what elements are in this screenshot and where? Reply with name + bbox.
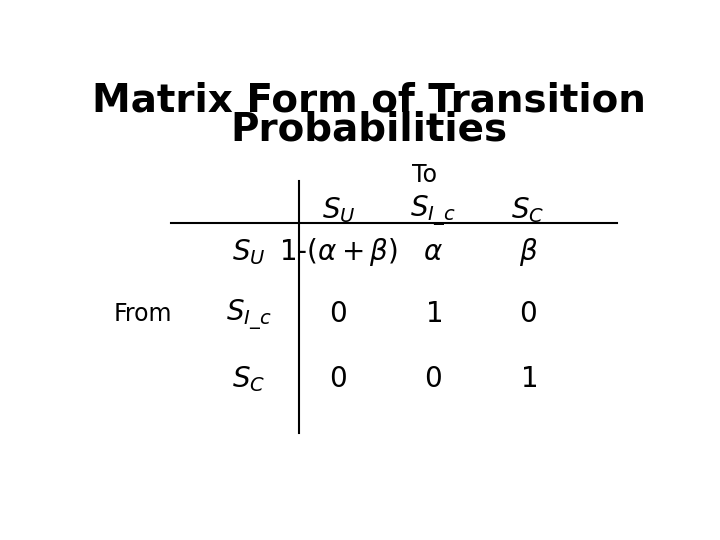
Text: $1\text{-}(\alpha+\beta)$: $1\text{-}(\alpha+\beta)$ bbox=[279, 236, 397, 268]
Text: Probabilities: Probabilities bbox=[230, 110, 508, 148]
Text: $\beta$: $\beta$ bbox=[518, 236, 537, 268]
Text: From: From bbox=[114, 302, 172, 326]
Text: $S_U$: $S_U$ bbox=[322, 195, 355, 225]
Text: $S_U$: $S_U$ bbox=[233, 237, 266, 267]
Text: $S_{I\_c}$: $S_{I\_c}$ bbox=[410, 193, 456, 228]
Text: To: To bbox=[413, 163, 437, 187]
Text: $S_C$: $S_C$ bbox=[233, 364, 266, 394]
Text: $S_C$: $S_C$ bbox=[511, 195, 544, 225]
Text: $\alpha$: $\alpha$ bbox=[423, 238, 443, 266]
Text: $0$: $0$ bbox=[329, 364, 347, 393]
Text: $S_{I\_c}$: $S_{I\_c}$ bbox=[226, 297, 271, 332]
Text: $0$: $0$ bbox=[329, 300, 347, 328]
Text: $1$: $1$ bbox=[520, 364, 536, 393]
Text: $1$: $1$ bbox=[425, 300, 441, 328]
Text: $0$: $0$ bbox=[424, 364, 442, 393]
Text: $0$: $0$ bbox=[519, 300, 537, 328]
Text: Matrix Form of Transition: Matrix Form of Transition bbox=[92, 81, 646, 119]
